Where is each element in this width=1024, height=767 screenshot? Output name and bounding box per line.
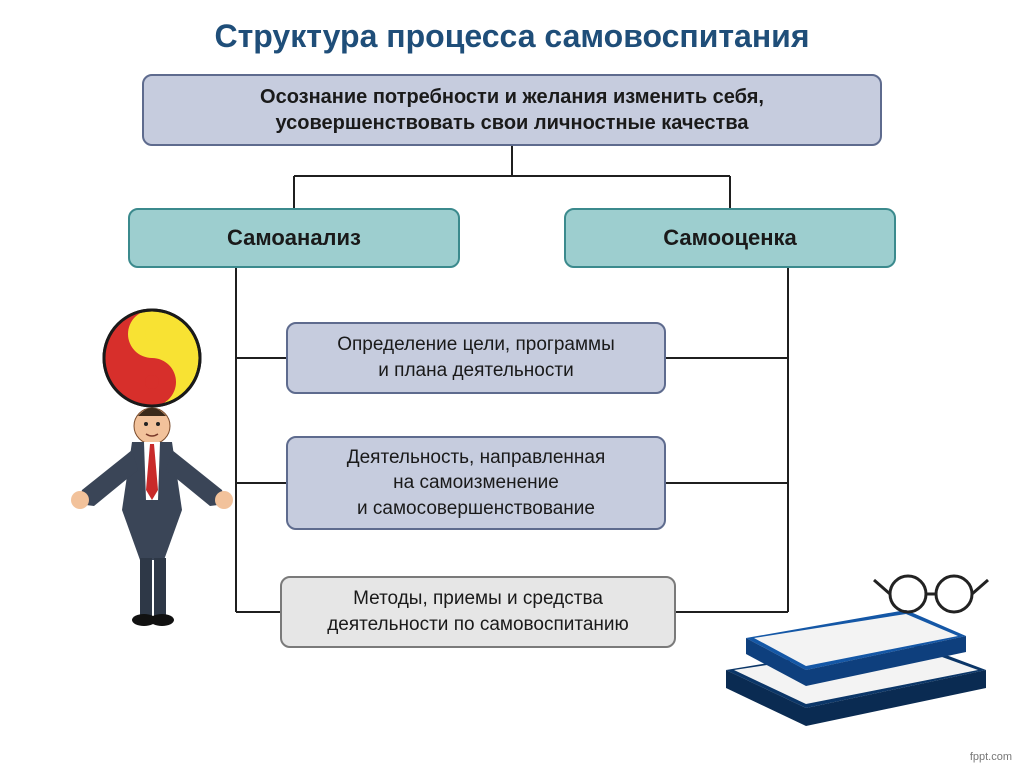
diagram-title: Структура процесса самовоспитания [0, 0, 1024, 63]
person-svg [44, 300, 254, 640]
mid-node-left: Самоанализ [128, 208, 460, 268]
title-text: Структура процесса самовоспитания [214, 18, 809, 54]
mid-node-right-text: Самооценка [663, 224, 797, 253]
watermark: fppt.com [970, 751, 1012, 763]
top-node-text: Осознание потребности и желания изменить… [260, 84, 764, 136]
books-illustration [706, 520, 1006, 745]
sub-node-2: Деятельность, направленнаяна самоизменен… [286, 436, 666, 530]
sub-node-2-text: Деятельность, направленнаяна самоизменен… [347, 445, 606, 522]
sub-node-3-text: Методы, приемы и средствадеятельности по… [327, 586, 629, 637]
top-node: Осознание потребности и желания изменить… [142, 74, 882, 146]
sub-node-1: Определение цели, программыи плана деяте… [286, 322, 666, 394]
books-svg [706, 520, 1006, 740]
sub-node-3: Методы, приемы и средствадеятельности по… [280, 576, 676, 648]
sub-node-1-text: Определение цели, программыи плана деяте… [337, 332, 615, 383]
watermark-text: fppt.com [970, 751, 1012, 763]
mid-node-right: Самооценка [564, 208, 896, 268]
person-illustration [44, 300, 254, 645]
mid-node-left-text: Самоанализ [227, 224, 361, 253]
